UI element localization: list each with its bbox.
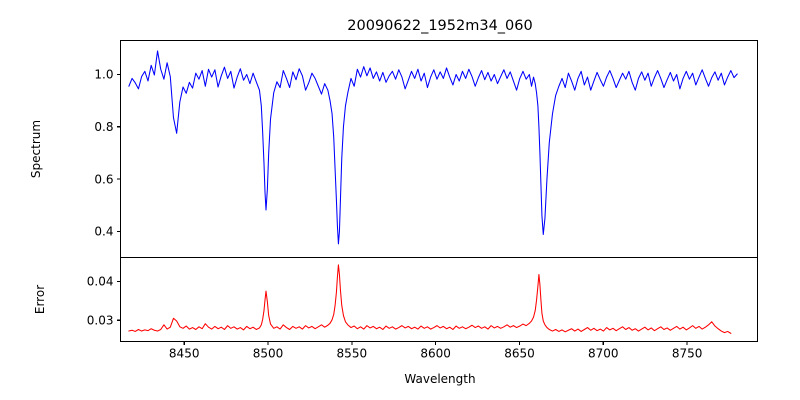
spectrum-panel-ticks: 0.4 0.6 0.8 1.0 (94, 68, 121, 239)
error-panel-frame (119, 256, 759, 343)
x-tick-label: 8600 (420, 347, 451, 361)
y-tick-label: 0.03 (87, 313, 114, 327)
x-tick-label: 8550 (337, 347, 368, 361)
x-axis: 8450 8500 8550 8600 8650 8700 8750 (169, 341, 703, 361)
spectrum-axis-label: Spectrum (29, 120, 43, 178)
error-axis-label: Error (33, 285, 47, 314)
error-data-line (128, 264, 732, 334)
y-tick-label: 0.6 (94, 172, 113, 186)
error-panel: 0.03 0.04 Error (33, 256, 759, 343)
x-tick-label: 8450 (169, 347, 200, 361)
y-tick-label: 0.04 (87, 275, 114, 289)
x-tick-label: 8500 (253, 347, 284, 361)
x-tick-label: 8650 (504, 347, 535, 361)
x-axis-label: Wavelength (404, 372, 475, 386)
x-tick-label: 8700 (588, 347, 619, 361)
error-panel-ticks: 0.03 0.04 (87, 275, 121, 327)
spectrum-panel: 0.4 0.6 0.8 1.0 Spectrum (29, 39, 759, 259)
y-tick-label: 0.8 (94, 120, 113, 134)
y-tick-label: 1.0 (94, 68, 113, 82)
spectrum-data-line (128, 50, 738, 245)
page-title: 20090622_1952m34_060 (347, 18, 532, 34)
y-tick-label: 0.4 (94, 225, 113, 239)
x-tick-label: 8750 (672, 347, 703, 361)
